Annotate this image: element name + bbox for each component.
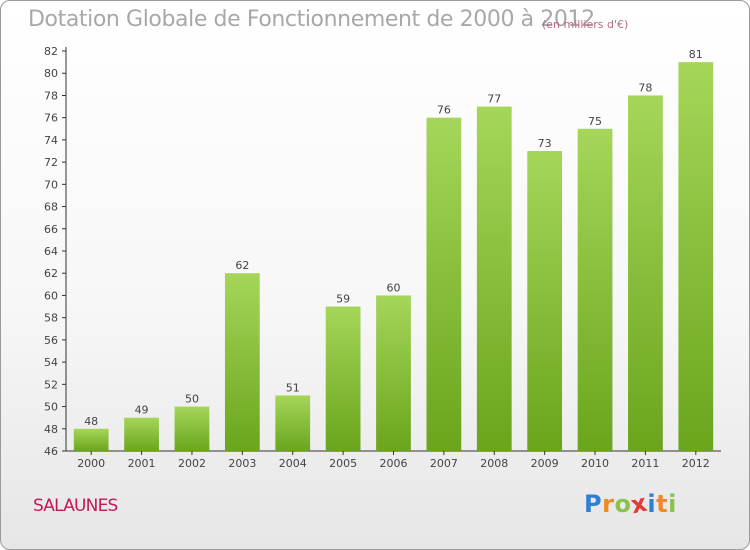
data-labels: 48 49 50 62 51 59 60 76 77 73 75 78 81 [84, 48, 703, 428]
data-label-2010: 75 [588, 115, 602, 128]
data-label-2000: 48 [84, 415, 98, 428]
y-tick-label: 74 [44, 134, 58, 147]
logo-letter: i [647, 490, 657, 518]
x-tick-label: 2011 [631, 457, 659, 470]
y-tick-label: 52 [44, 378, 58, 391]
bar-2004[interactable] [275, 395, 311, 451]
bar-2009[interactable] [527, 151, 563, 451]
logo-letter: i [668, 490, 677, 518]
x-tick-label: 2004 [279, 457, 307, 470]
chart-unit-note: (en milliers d'€) [542, 18, 629, 31]
x-tick-label: 2010 [581, 457, 609, 470]
y-tick-label: 68 [44, 201, 58, 214]
logo-letter: r [602, 490, 615, 518]
bar-2010[interactable] [577, 128, 613, 451]
y-tick-label: 72 [44, 156, 58, 169]
bar-2000[interactable] [73, 428, 109, 451]
x-tick-label: 2008 [480, 457, 508, 470]
x-tick-label: 2005 [329, 457, 357, 470]
logo-letter: o [614, 490, 632, 518]
y-tick-label: 62 [44, 267, 58, 280]
y-tick-label: 66 [44, 223, 58, 236]
x-axis: 2000 2001 2002 2003 2004 2005 2006 2007 2008 2009… [66, 450, 721, 470]
bars [73, 62, 714, 452]
y-tick-label: 80 [44, 67, 58, 80]
bar-2012[interactable] [678, 62, 714, 451]
proxiti-logo[interactable]: Proxiti [584, 489, 677, 520]
x-tick-label: 2003 [228, 457, 256, 470]
x-tick-label: 2006 [380, 457, 408, 470]
x-tick-label: 2007 [430, 457, 458, 470]
bar-2006[interactable] [376, 295, 411, 451]
y-tick-label: 76 [44, 112, 58, 125]
data-label-2006: 60 [387, 281, 401, 294]
x-tick-label: 2000 [77, 457, 105, 470]
y-axis: 46 48 50 52 54 56 58 60 62 64 66 68 70 72 74 76 78 80 82 [44, 45, 67, 458]
data-label-2008: 77 [487, 93, 501, 106]
data-label-2007: 76 [437, 104, 451, 117]
bar-2007[interactable] [426, 117, 462, 452]
chart-title: Dotation Globale de Fonctionnement de 20… [28, 7, 595, 32]
bar-2008[interactable] [476, 106, 512, 452]
bar-2002[interactable] [174, 406, 210, 451]
logo-letter: P [584, 490, 603, 518]
data-label-2003: 62 [235, 259, 249, 272]
y-tick-label: 70 [44, 178, 58, 191]
bar-2011[interactable] [628, 95, 663, 451]
y-tick-label: 56 [44, 334, 58, 347]
data-label-2001: 49 [135, 404, 149, 417]
bar-2001[interactable] [124, 417, 159, 451]
data-label-2002: 50 [185, 393, 199, 406]
bar-2005[interactable] [325, 306, 361, 451]
y-tick-label: 54 [44, 356, 58, 369]
data-label-2004: 51 [286, 381, 300, 394]
data-label-2005: 59 [336, 293, 350, 306]
data-label-2011: 78 [638, 81, 652, 94]
y-tick-label: 58 [44, 312, 58, 325]
data-label-2009: 73 [538, 137, 552, 150]
y-tick-label: 60 [44, 289, 58, 302]
x-tick-label: 2002 [178, 457, 206, 470]
y-tick-label: 64 [44, 245, 58, 258]
y-tick-label: 82 [44, 45, 58, 58]
y-tick-label: 50 [44, 401, 58, 414]
x-tick-label: 2001 [128, 457, 156, 470]
commune-name: SALAUNES [33, 496, 118, 516]
data-label-2012: 81 [689, 48, 703, 61]
y-tick-label: 48 [44, 423, 58, 436]
bar-2003[interactable] [224, 273, 260, 451]
logo-letter: t [656, 490, 669, 518]
x-tick-label: 2012 [682, 457, 710, 470]
x-tick-label: 2009 [531, 457, 559, 470]
y-tick-label: 78 [44, 89, 58, 102]
y-tick-label: 46 [44, 445, 58, 458]
